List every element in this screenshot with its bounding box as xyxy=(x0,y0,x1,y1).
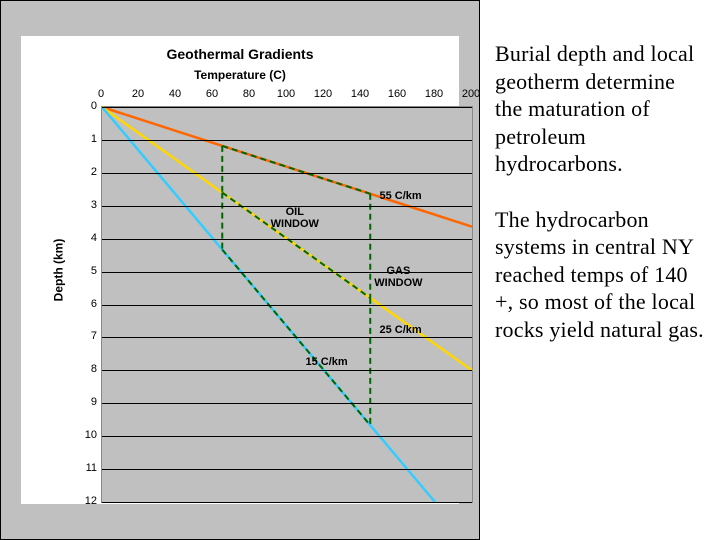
x-axis-title: Temperature (C) xyxy=(21,68,459,82)
x-tick-label: 160 xyxy=(388,88,406,100)
gridline xyxy=(102,370,472,371)
y-tick-label: 5 xyxy=(77,265,97,277)
plot-area: 55 C/km25 C/km15 C/kmOIL WINDOWGAS WINDO… xyxy=(101,106,473,503)
x-tick-label: 60 xyxy=(206,88,218,100)
x-tick-label: 140 xyxy=(351,88,369,100)
x-tick-label: 120 xyxy=(314,88,332,100)
gridline xyxy=(102,140,472,141)
y-tick-label: 7 xyxy=(77,330,97,342)
x-tick-label: 40 xyxy=(169,88,181,100)
x-tick-label: 180 xyxy=(425,88,443,100)
x-tick-label: 80 xyxy=(243,88,255,100)
y-tick-label: 11 xyxy=(77,462,97,474)
x-tick-label: 0 xyxy=(98,88,104,100)
chart-inner: Geothermal Gradients Temperature (C) Dep… xyxy=(21,36,459,504)
gridline xyxy=(102,206,472,207)
gridline xyxy=(102,107,472,108)
gridline xyxy=(102,502,472,503)
y-tick-label: 8 xyxy=(77,363,97,375)
x-tick-label: 20 xyxy=(132,88,144,100)
y-tick-label: 12 xyxy=(77,495,97,507)
x-tick-label: 100 xyxy=(277,88,295,100)
y-tick-label: 10 xyxy=(77,429,97,441)
y-tick-label: 2 xyxy=(77,166,97,178)
chart-panel: Geothermal Gradients Temperature (C) Dep… xyxy=(0,0,480,540)
gridline xyxy=(102,305,472,306)
gridline xyxy=(102,436,472,437)
gridline xyxy=(102,403,472,404)
y-axis-title: Depth (km) xyxy=(51,239,65,302)
paragraph-2: The hydrocarbon systems in central NY re… xyxy=(495,206,705,344)
gridline xyxy=(102,337,472,338)
series-line-55-C-km xyxy=(102,107,472,227)
gridline xyxy=(102,469,472,470)
y-tick-label: 6 xyxy=(77,298,97,310)
paragraph-1: Burial depth and local geotherm determin… xyxy=(495,40,705,178)
y-tick-label: 9 xyxy=(77,396,97,408)
y-tick-label: 0 xyxy=(77,100,97,112)
chart-title: Geothermal Gradients xyxy=(21,46,459,62)
gridline xyxy=(102,272,472,273)
y-tick-label: 1 xyxy=(77,133,97,145)
text-column: Burial depth and local geotherm determin… xyxy=(480,0,720,540)
gridline xyxy=(102,173,472,174)
y-tick-label: 3 xyxy=(77,199,97,211)
y-tick-label: 4 xyxy=(77,232,97,244)
gridline xyxy=(102,239,472,240)
x-tick-label: 200 xyxy=(462,88,480,100)
